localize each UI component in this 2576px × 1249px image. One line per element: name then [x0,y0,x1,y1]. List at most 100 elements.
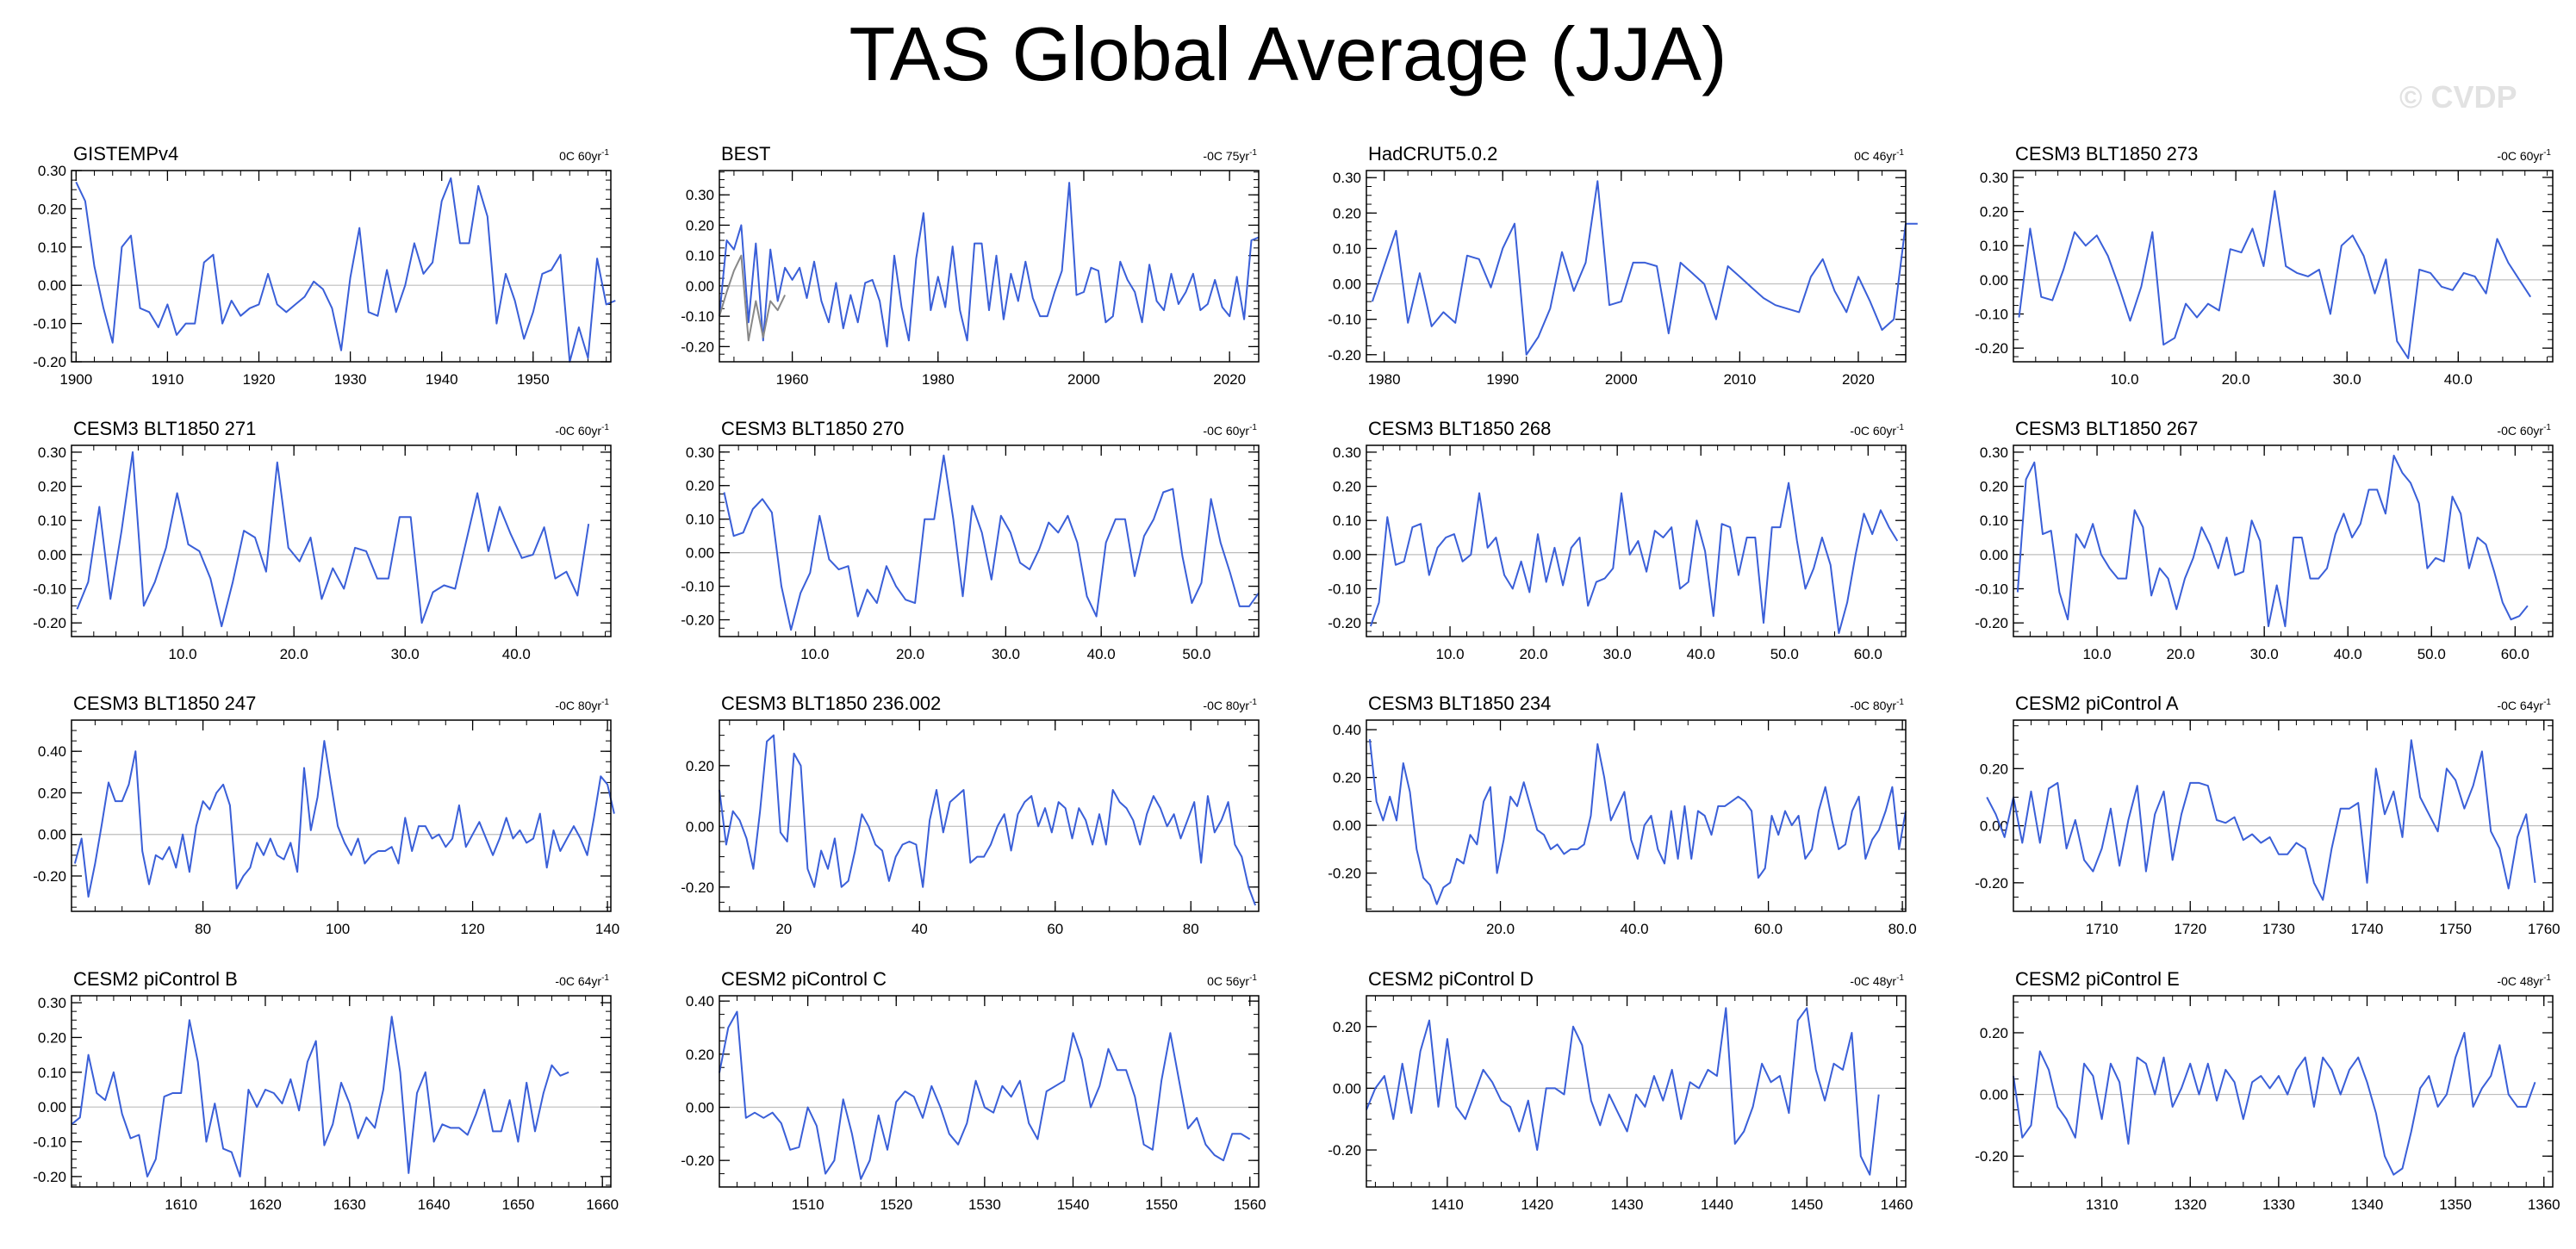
panel-title: CESM3 BLT1850 247 [73,693,256,714]
y-tick-label: 0.10 [38,239,66,256]
y-tick-label: 0.30 [1333,170,1361,186]
panel-4: CESM3 BLT1850 273 -0C 60yr-1 -0.20 -0.10 0.0… [1975,143,2554,388]
x-tick-label: 50.0 [1182,646,1210,662]
y-tick-label: 0.30 [1333,444,1361,461]
x-tick-label: 40 [912,921,928,937]
y-tick-label: 0.40 [1333,722,1361,738]
y-tick-label: 0.20 [1980,1025,2008,1041]
plot-frame [71,719,612,912]
trend-value: 0C 56yr [1207,974,1249,988]
panel-title: CESM3 BLT1850 267 [2015,418,2198,439]
trend-exponent: -1 [1249,973,1257,983]
y-tick-label: -0.10 [33,581,66,598]
series-line-2 [719,254,787,342]
y-tick-label: 0.00 [1980,818,2008,835]
trend-value: -0C 75yr [1203,149,1249,163]
y-tick-label: -0.20 [681,1153,714,1169]
series-line-1 [1371,180,1918,356]
x-tick-label: 80 [195,921,211,937]
y-tick-label: 0.00 [1980,1087,2008,1103]
y-tick-label: -0.20 [33,1169,66,1185]
y-tick-label: 0.30 [38,444,66,461]
x-tick-label: 10.0 [169,646,197,662]
x-tick-label: 2000 [1605,371,1638,388]
x-tick-label: 1660 [586,1196,619,1213]
x-tick-label: 1650 [501,1196,534,1213]
x-tick-label: 1980 [922,371,955,388]
x-tick-label: 1560 [1234,1196,1266,1213]
y-tick-label: 0.00 [38,277,66,294]
x-tick-label: 1630 [333,1196,366,1213]
x-tick-label: 60.0 [1754,921,1783,937]
trend-exponent: -1 [1896,973,1904,983]
trend-label: -0C 80yr-1 [555,698,609,712]
y-tick-label: 0.20 [1980,204,2008,221]
panel-title: CESM2 piControl A [2015,693,2179,714]
x-tick-label: 1990 [1486,371,1519,388]
watermark: © CVDP [2399,79,2517,115]
y-tick-label: -0.20 [1975,875,2008,892]
trend-label: 0C 46yr-1 [1854,148,1904,163]
x-tick-label: 1750 [2439,921,2472,937]
x-tick-label: 1340 [2351,1196,2384,1213]
panel-title: CESM3 BLT1850 270 [721,418,904,439]
panel-15: CESM2 piControl D -0C 48yr-1 -0.20 0.00 0.20… [1328,968,1913,1213]
trend-exponent: -1 [601,698,609,707]
trend-label: -0C 80yr-1 [1203,698,1257,712]
y-tick-label: -0.20 [1328,347,1361,364]
panel-16: CESM2 piControl E -0C 48yr-1 -0.20 0.00 0.20… [1975,968,2560,1213]
trend-value: -0C 80yr [1850,699,1896,712]
x-tick-label: 1510 [792,1196,824,1213]
x-tick-label: 140 [595,921,619,937]
y-tick-label: -0.20 [33,868,66,885]
trend-exponent: -1 [1249,423,1257,432]
x-tick-label: 1610 [165,1196,197,1213]
y-tick-label: 0.00 [1980,547,2008,563]
plot-frame [2013,995,2554,1188]
y-tick-label: 0.30 [1980,170,2008,186]
y-tick-label: -0.10 [1975,307,2008,323]
y-tick-label: 0.20 [1333,1019,1361,1035]
x-tick-label: 30.0 [992,646,1020,662]
x-tick-label: 1520 [880,1196,912,1213]
y-tick-label: 0.20 [1333,479,1361,495]
series-line-1 [76,451,590,628]
trend-value: -0C 48yr [1850,974,1896,988]
trend-exponent: -1 [1896,698,1904,707]
trend-label: -0C 60yr-1 [555,423,609,438]
y-tick-label: 0.20 [1980,761,2008,777]
x-tick-label: 2010 [1723,371,1756,388]
plot-frame [2013,444,2554,637]
x-tick-label: 1720 [2174,921,2206,937]
y-tick-label: 0.20 [686,478,714,494]
x-tick-label: 20.0 [2222,371,2250,388]
plot-frame [1366,719,1907,912]
trend-label: -0C 60yr-1 [2497,423,2551,438]
x-tick-label: 2020 [1213,371,1246,388]
trend-value: -0C 60yr [2497,149,2543,163]
trend-label: -0C 75yr-1 [1203,148,1257,163]
series-line-1 [719,1010,1251,1180]
x-tick-label: 60.0 [1854,646,1882,662]
x-tick-label: 1980 [1368,371,1401,388]
y-tick-label: -0.20 [1975,1148,2008,1165]
y-tick-label: 0.30 [686,444,714,461]
plot-frame [71,170,612,363]
trend-exponent: -1 [601,423,609,432]
panel-title: CESM3 BLT1850 273 [2015,143,2198,165]
x-tick-label: 1540 [1057,1196,1090,1213]
y-tick-label: 0.20 [38,1029,66,1046]
x-tick-label: 30.0 [2333,371,2361,388]
x-tick-label: 1330 [2262,1196,2295,1213]
y-tick-label: 0.20 [686,758,714,774]
x-tick-label: 1930 [334,371,367,388]
y-tick-label: 0.10 [1333,513,1361,529]
x-tick-label: 1740 [2351,921,2384,937]
x-tick-label: 20 [775,921,792,937]
plot-frame [71,444,612,637]
y-tick-label: 0.20 [686,217,714,233]
plot-frame [1366,170,1907,363]
x-tick-label: 1320 [2174,1196,2206,1213]
y-tick-label: 0.10 [686,248,714,264]
y-tick-label: 0.20 [38,479,66,495]
